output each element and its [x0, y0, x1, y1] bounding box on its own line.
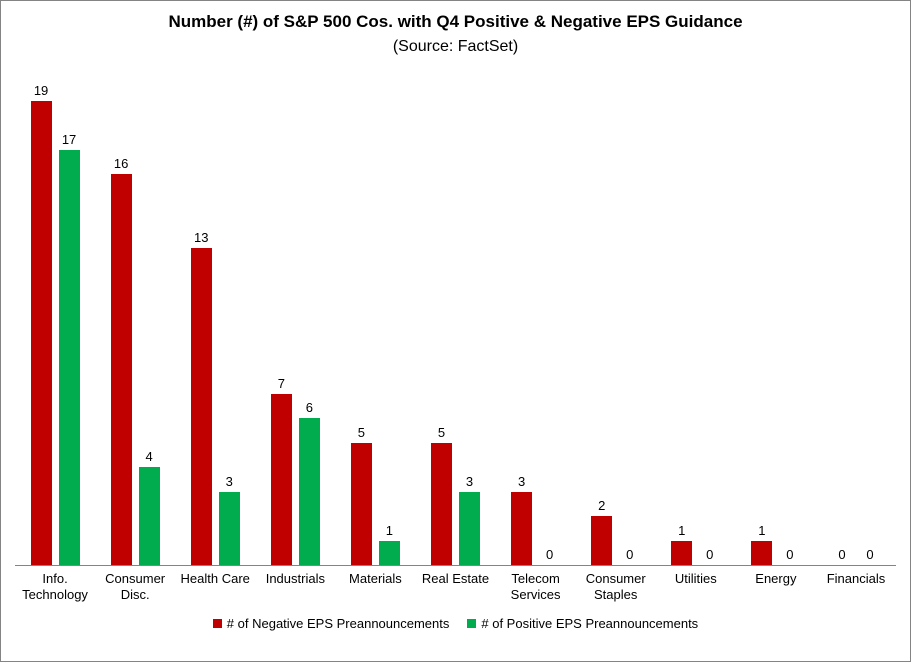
chart-subtitle: (Source: FactSet): [392, 37, 519, 55]
bar-group-negative: 5: [350, 425, 372, 566]
bar-value-label: 0: [838, 547, 846, 563]
bar-group-positive: 0: [619, 547, 640, 565]
bar-value-label: 13: [194, 230, 209, 246]
bar-group-negative: 1: [671, 523, 693, 566]
x-axis-label-real-estate: Real Estate: [421, 571, 490, 587]
bar-value-label: 3: [465, 474, 474, 490]
category-group-consumer-disc: 16 4: [95, 72, 175, 566]
positive-bar: [378, 541, 400, 566]
bar-group-positive: 0: [539, 547, 560, 565]
bar-group-negative: 5: [431, 425, 453, 566]
bar-value-label: 5: [437, 425, 446, 441]
bar-value-label: 1: [385, 523, 394, 539]
x-axis-label-industrials: Industrials: [265, 571, 325, 587]
legend-label-positive: # of Positive EPS Preannouncements: [481, 615, 699, 631]
legend: # of Negative EPS Preannouncements # of …: [1, 616, 910, 631]
bar-group-positive: 17: [58, 132, 80, 566]
bar-value-label: 3: [517, 474, 526, 490]
bar-value-label: 7: [277, 376, 285, 392]
bar-value-label: 16: [113, 156, 129, 172]
x-axis-label-utilities: Utilities: [674, 571, 717, 587]
negative-bar: [511, 492, 533, 566]
bar-group-negative: 7: [270, 376, 292, 566]
legend-item-negative: # of Negative EPS Preannouncements: [212, 615, 450, 631]
x-axis-label-materials: Materials: [349, 571, 402, 587]
bar-group-positive: 6: [298, 400, 320, 566]
negative-bar: [30, 101, 52, 566]
x-axis-label-consumer-disc: Consumer Disc.: [105, 571, 166, 603]
bar-value-label: 6: [305, 400, 313, 416]
positive-bar: [58, 150, 80, 566]
legend-marker-positive-icon: [467, 618, 477, 628]
negative-bar: [671, 541, 693, 566]
bar-group-positive: 3: [218, 474, 240, 566]
chart-header: Number (#) of S&P 500 Cos. with Q4 Posit…: [1, 1, 910, 58]
x-axis-label-telecom-services: Telecom Services: [510, 571, 561, 603]
bar-group-negative: 1: [751, 523, 773, 566]
bar-value-label: 0: [545, 547, 554, 563]
x-axis-label-energy: Energy: [755, 571, 797, 587]
bar-group-negative: 16: [110, 156, 132, 566]
bar-group-negative: 13: [190, 230, 212, 566]
bar-group-positive: 4: [138, 449, 160, 566]
bar-group-positive: 0: [699, 547, 720, 565]
bar-value-label: 3: [225, 474, 233, 490]
bar-value-label: 2: [598, 498, 606, 514]
positive-bar: [218, 492, 240, 566]
bar-group-positive: 0: [779, 547, 800, 565]
legend-item-positive: # of Positive EPS Preannouncements: [467, 616, 698, 631]
negative-bar: [350, 443, 372, 566]
negative-bar: [190, 248, 212, 566]
bar-value-label: 0: [786, 547, 794, 563]
x-axis-label-info-technology: Info. Technology: [22, 571, 88, 603]
bar-group-negative: 3: [511, 474, 533, 566]
bar-group-negative: 19: [30, 83, 52, 566]
category-group-health-care: 13 3: [175, 72, 255, 566]
legend-label-negative: # of Negative EPS Preannouncements: [226, 615, 450, 631]
bar-value-label: 5: [357, 425, 366, 441]
negative-bar: [110, 174, 132, 566]
bar-value-label: 0: [706, 547, 714, 563]
category-group-info-technology: 19 17: [15, 72, 95, 566]
x-axis-labels: Info. Technology Consumer Disc. Health Car…: [15, 566, 896, 604]
bar-value-label: 17: [61, 132, 77, 148]
chart-title: Number (#) of S&P 500 Cos. with Q4 Posit…: [168, 12, 743, 31]
bar-value-label: 1: [678, 523, 686, 539]
bar-value-label: 0: [866, 547, 874, 563]
positive-bar: [138, 467, 160, 566]
negative-bar: [591, 516, 613, 566]
negative-bar: [431, 443, 453, 566]
positive-bar: [298, 418, 320, 566]
positive-bar: [459, 492, 481, 566]
bar-value-label: 0: [626, 547, 634, 563]
bar-value-label: 19: [33, 83, 49, 99]
bar-value-label: 4: [145, 449, 153, 465]
bar-group-positive: 0: [859, 547, 880, 565]
legend-marker-negative-icon: [212, 618, 222, 628]
negative-bar: [751, 541, 773, 566]
bar-group-positive: 3: [459, 474, 481, 566]
negative-bar: [270, 394, 292, 566]
x-axis-label-health-care: Health Care: [180, 571, 250, 587]
bar-group-negative: 2: [591, 498, 613, 566]
plot-area: 19 17 16 4 13 3 7 6 5 1 5 3 3 0 2 0 1 0 1 0 0 0: [15, 72, 896, 567]
bar-value-label: 1: [758, 523, 766, 539]
x-axis-label-consumer-staples: Consumer Staples: [585, 571, 646, 603]
x-axis-label-financials: Financials: [826, 571, 886, 587]
bar-group-negative: 0: [831, 547, 852, 565]
bar-group-positive: 1: [378, 523, 400, 566]
